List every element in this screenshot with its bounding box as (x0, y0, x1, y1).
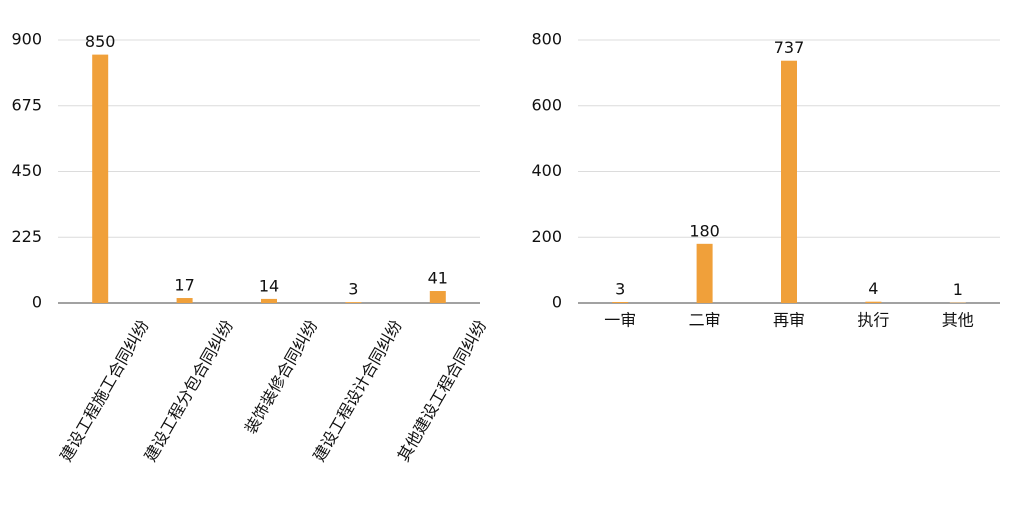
y-tick-label: 0 (32, 293, 42, 312)
bar (781, 60, 797, 304)
x-tick-label: 执行 (857, 311, 889, 330)
x-tick-label: 建设工程施工合同纠纷 (56, 317, 152, 465)
bar (696, 243, 713, 303)
data-label: 737 (774, 38, 805, 57)
x-tick-label: 建设工程分包合同纠纷 (140, 317, 236, 465)
bar (865, 301, 882, 303)
bar (92, 54, 109, 303)
data-label: 850 (85, 32, 116, 51)
x-tick-label: 再审 (773, 311, 805, 330)
x-tick-label: 建设工程设计合同纠纷 (309, 317, 405, 465)
bar (429, 291, 446, 303)
x-tick-label: 其他建设工程合同纠纷 (394, 317, 490, 465)
data-label: 3 (348, 280, 358, 299)
data-label: 4 (868, 279, 878, 298)
y-tick-label: 600 (531, 95, 562, 114)
y-tick-label: 225 (11, 227, 42, 246)
x-tick-label: 一审 (604, 311, 636, 330)
y-tick-label: 400 (531, 161, 562, 180)
bar (345, 302, 362, 303)
x-tick-label: 装饰装修合同纠纷 (241, 317, 321, 437)
bar (176, 298, 193, 303)
y-tick-label: 450 (11, 161, 42, 180)
x-tick-label: 二审 (689, 311, 721, 330)
data-label: 180 (689, 221, 720, 240)
y-tick-label: 900 (11, 30, 42, 49)
data-label: 3 (615, 280, 625, 299)
data-label: 17 (174, 276, 194, 295)
data-label: 1 (953, 280, 963, 299)
y-tick-label: 675 (11, 95, 42, 114)
y-tick-label: 200 (531, 227, 562, 246)
bar (261, 298, 277, 303)
data-label: 14 (259, 276, 279, 295)
bar (612, 302, 629, 303)
y-tick-label: 0 (552, 293, 562, 312)
x-tick-label: 其他 (942, 311, 974, 330)
data-label: 41 (428, 269, 448, 288)
y-tick-label: 800 (531, 30, 562, 49)
